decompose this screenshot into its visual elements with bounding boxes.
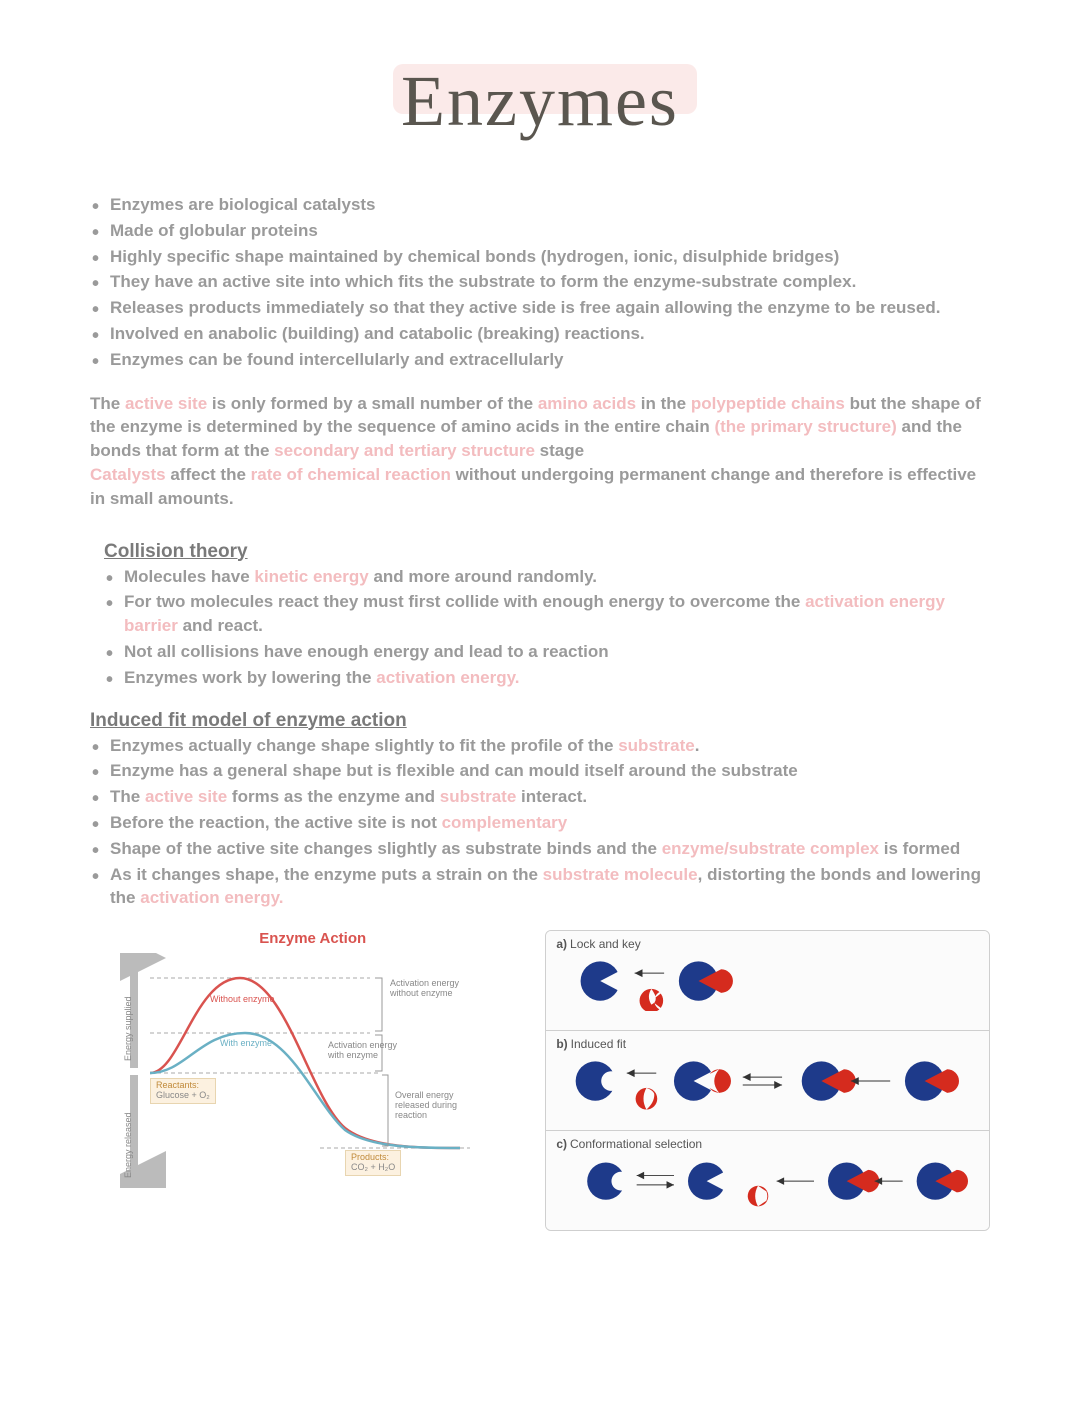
text: is formed	[879, 839, 960, 858]
page-title: Enzymes	[401, 60, 679, 143]
title-highlight: Enzymes	[401, 60, 679, 143]
reactants-title: Reactants:	[156, 1080, 199, 1090]
induced-fit-svg	[556, 1055, 979, 1111]
highlight-text: polypeptide chains	[691, 394, 845, 413]
enzyme-action-chart: Enzyme Action	[120, 930, 505, 1231]
highlight-text: kinetic energy	[254, 567, 368, 586]
list-item: Highly specific shape maintained by chem…	[90, 245, 990, 269]
model-lock-and-key: a)Lock and key	[546, 931, 989, 1031]
highlight-text: enzyme/substrate complex	[662, 839, 879, 858]
list-item: Enzymes actually change shape slightly t…	[90, 734, 990, 758]
list-item: Enzymes work by lowering the activation …	[104, 666, 990, 690]
list-item: Involved en anabolic (building) and cata…	[90, 322, 990, 346]
intro-list: Enzymes are biological catalysts Made of…	[90, 193, 990, 372]
chart-title: Enzyme Action	[120, 930, 505, 947]
text: interact.	[516, 787, 587, 806]
highlight-text: rate of chemical reaction	[251, 465, 451, 484]
highlight-text: substrate	[440, 787, 517, 806]
text: and more around randomly.	[369, 567, 597, 586]
highlight-text: active site	[145, 787, 227, 806]
highlight-text: activation energy.	[140, 888, 283, 907]
list-item: Shape of the active site changes slightl…	[90, 837, 990, 861]
conformational-svg	[556, 1155, 979, 1211]
induced-heading: Induced fit model of enzyme action	[90, 710, 990, 732]
text: Shape of the active site changes slightl…	[110, 839, 662, 858]
text: As it changes shape, the enzyme puts a s…	[110, 865, 543, 884]
with-enzyme-label: With enzyme	[220, 1039, 272, 1049]
chart-canvas: Energy supplied Energy released Without …	[120, 953, 480, 1188]
collision-heading: Collision theory	[104, 541, 990, 563]
annot-without: Activation energy without enzyme	[390, 979, 460, 999]
highlight-text: substrate	[618, 736, 695, 755]
list-item: Made of globular proteins	[90, 219, 990, 243]
yaxis-label-lower: Energy released	[123, 1113, 133, 1179]
reactants-box: Reactants: Glucose + O₂	[150, 1078, 216, 1104]
text: in the	[636, 394, 691, 413]
list-item: Enzymes are biological catalysts	[90, 193, 990, 217]
text: .	[695, 736, 700, 755]
lock-key-svg	[556, 955, 979, 1011]
products-value: CO₂ + H₂O	[351, 1162, 395, 1172]
without-enzyme-label: Without enzyme	[210, 995, 275, 1005]
list-item: For two molecules react they must first …	[104, 590, 990, 638]
highlight-text: complementary	[442, 813, 568, 832]
text: Enzymes work by lowering the	[124, 668, 376, 687]
text: The	[110, 787, 145, 806]
list-item: The active site forms as the enzyme and …	[90, 785, 990, 809]
text: Enzymes actually change shape slightly t…	[110, 736, 618, 755]
induced-list: Enzymes actually change shape slightly t…	[90, 734, 990, 911]
body-paragraph: The active site is only formed by a smal…	[90, 392, 990, 511]
list-item: They have an active site into which fits…	[90, 270, 990, 294]
highlight-text: active site	[125, 394, 207, 413]
text: For two molecules react they must first …	[124, 592, 805, 611]
yaxis-label-upper: Energy supplied	[123, 997, 133, 1062]
title-container: Enzymes	[90, 60, 990, 143]
text: and react.	[178, 616, 263, 635]
model-label: a)Lock and key	[556, 937, 979, 951]
model-label: c)Conformational selection	[556, 1137, 979, 1151]
text: affect the	[166, 465, 251, 484]
highlight-text: activation energy.	[376, 668, 519, 687]
list-item: Molecules have kinetic energy and more a…	[104, 565, 990, 589]
highlight-text: secondary and tertiary structure	[274, 441, 535, 460]
list-item: As it changes shape, the enzyme puts a s…	[90, 863, 990, 911]
collision-list: Molecules have kinetic energy and more a…	[104, 565, 990, 690]
reactants-value: Glucose + O₂	[156, 1090, 210, 1100]
list-item: Before the reaction, the active site is …	[90, 811, 990, 835]
highlight-text: Catalysts	[90, 465, 166, 484]
text: stage	[535, 441, 584, 460]
highlight-text: amino acids	[538, 394, 636, 413]
list-item: Enzyme has a general shape but is flexib…	[90, 759, 990, 783]
products-box: Products: CO₂ + H₂O	[345, 1150, 401, 1176]
figures-row: Enzyme Action	[90, 930, 990, 1231]
text: Before the reaction, the active site is …	[110, 813, 442, 832]
list-item: Enzymes can be found intercellularly and…	[90, 348, 990, 372]
products-title: Products:	[351, 1152, 389, 1162]
text: Molecules have	[124, 567, 254, 586]
text: forms as the enzyme and	[227, 787, 440, 806]
annot-with: Activation energy with enzyme	[328, 1041, 406, 1061]
highlight-text: substrate molecule	[543, 865, 698, 884]
text: The	[90, 394, 125, 413]
highlight-text: (the primary structure)	[714, 417, 896, 436]
annot-overall: Overall energy released during reaction	[395, 1091, 470, 1121]
model-label: b)Induced fit	[556, 1037, 979, 1051]
model-induced-fit: b)Induced fit	[546, 1031, 989, 1131]
list-item: Not all collisions have enough energy an…	[104, 640, 990, 664]
text: is only formed by a small number of the	[207, 394, 538, 413]
list-item: Releases products immediately so that th…	[90, 296, 990, 320]
enzyme-models-diagram: a)Lock and key b)Induced fit	[545, 930, 990, 1231]
model-conformational: c)Conformational selection	[546, 1131, 989, 1230]
